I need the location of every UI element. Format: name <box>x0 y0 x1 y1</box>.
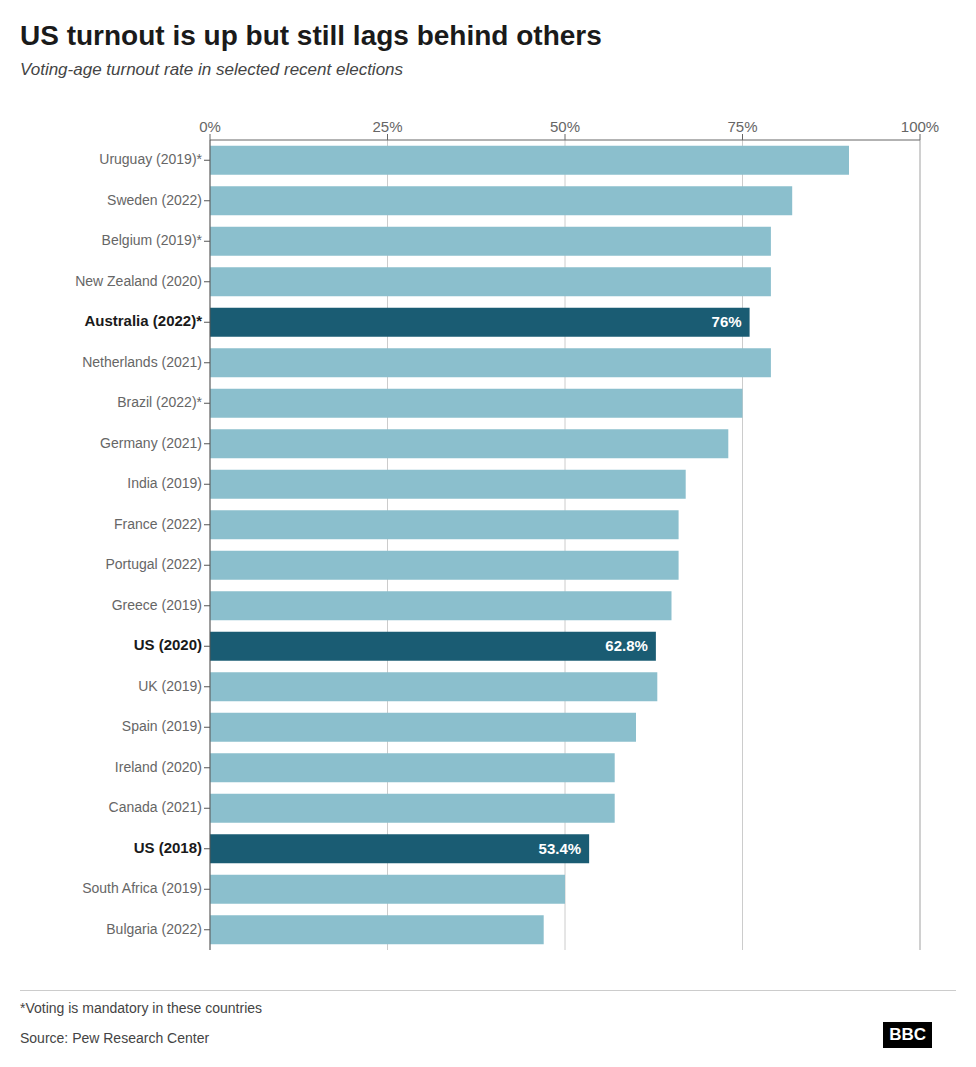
svg-text:Brazil (2022)*: Brazil (2022)* <box>117 394 202 410</box>
svg-text:Spain (2019): Spain (2019) <box>122 718 202 734</box>
svg-text:Greece (2019): Greece (2019) <box>112 597 202 613</box>
svg-text:0%: 0% <box>199 118 221 135</box>
html-text:*Voting is mandatory in these: *Voting is mandatory in these countries <box>20 1000 262 1016</box>
svg-text:Canada (2021): Canada (2021) <box>109 799 202 815</box>
svg-text:India (2019): India (2019) <box>127 475 202 491</box>
svg-text:100%: 100% <box>901 118 939 135</box>
svg-text:Germany (2021): Germany (2021) <box>100 435 202 451</box>
html-text:Voting-age turnout rate in sel: Voting-age turnout rate in selected rece… <box>20 60 404 79</box>
svg-text:France (2022): France (2022) <box>114 516 202 532</box>
svg-text:50%: 50% <box>550 118 580 135</box>
svg-text:25%: 25% <box>372 118 402 135</box>
html-text:BBC: BBC <box>889 1025 926 1044</box>
svg-text:Ireland (2020): Ireland (2020) <box>115 759 202 775</box>
svg-text:62.8%: 62.8% <box>605 637 648 654</box>
svg-text:Portugal (2022): Portugal (2022) <box>105 556 202 572</box>
svg-text:UK (2019): UK (2019) <box>138 678 202 694</box>
svg-text:Bulgaria (2022): Bulgaria (2022) <box>106 921 202 937</box>
html-text:US turnout is up but still lag: US turnout is up but still lags behind o… <box>20 20 602 51</box>
svg-text:75%: 75% <box>727 118 757 135</box>
svg-text:53.4%: 53.4% <box>539 840 582 857</box>
svg-text:Netherlands (2021): Netherlands (2021) <box>82 354 202 370</box>
svg-text:76%: 76% <box>712 313 742 330</box>
svg-text:Belgium (2019)*: Belgium (2019)* <box>102 232 203 248</box>
svg-text:South Africa (2019): South Africa (2019) <box>82 880 202 896</box>
svg-text:Australia (2022)*: Australia (2022)* <box>84 312 202 329</box>
svg-text:US (2020): US (2020) <box>134 636 202 653</box>
svg-text:New Zealand (2020): New Zealand (2020) <box>75 273 202 289</box>
svg-text:US (2018): US (2018) <box>134 839 202 856</box>
html-text:Source: Pew Research Center: Source: Pew Research Center <box>20 1030 210 1046</box>
svg-text:Uruguay (2019)*: Uruguay (2019)* <box>99 151 202 167</box>
svg-text:Sweden (2022): Sweden (2022) <box>107 192 202 208</box>
